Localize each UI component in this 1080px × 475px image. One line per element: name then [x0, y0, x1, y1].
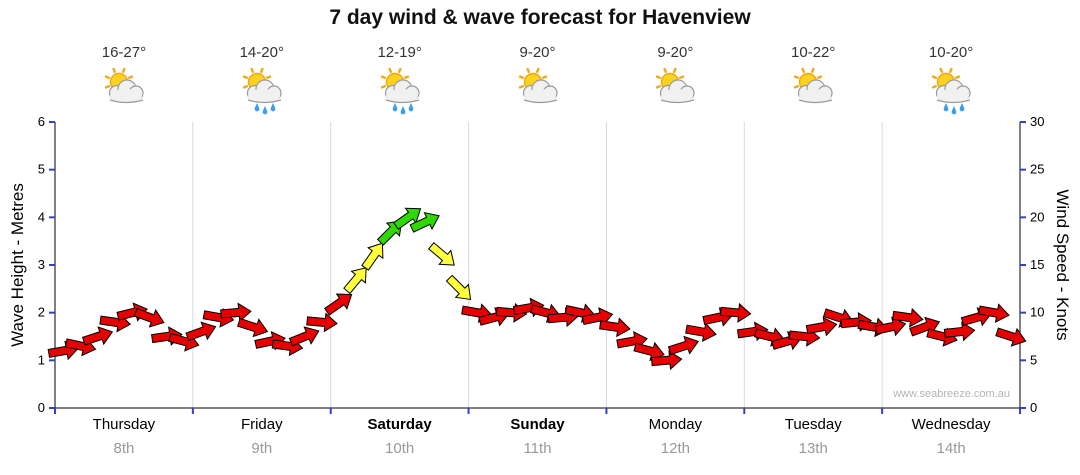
right-tick-label: 30: [1030, 114, 1044, 129]
day-temperature-range: 9-20°: [519, 44, 556, 61]
day-temperature-range: 12-19°: [377, 44, 422, 61]
sun-cloud-icon: [793, 67, 833, 104]
day-name-label: Thursday: [92, 416, 156, 433]
wind-arrow: [343, 267, 367, 295]
right-tick-label: 20: [1030, 209, 1044, 224]
wind-arrow: [599, 317, 631, 338]
weather-icon-cell: [469, 62, 607, 120]
weather-icon-cell: [193, 62, 331, 120]
sun-cloud-icon: [104, 67, 144, 104]
right-tick-label: 0: [1030, 400, 1037, 415]
day-temperature-range: 14-20°: [239, 44, 284, 61]
day-date-label: 10th: [385, 440, 415, 457]
wind-arrow: [324, 293, 353, 316]
weather-icon-cell: [55, 62, 193, 120]
day-name-label: Sunday: [510, 416, 565, 433]
day-date-label: 12th: [660, 440, 690, 457]
day-name-label: Tuesday: [784, 416, 842, 433]
wind-arrow: [392, 207, 422, 230]
weather-icon-cell: [331, 62, 469, 120]
day-name-label: Wednesday: [911, 416, 991, 433]
wind-arrow: [445, 274, 472, 301]
day-dates-row: 8th 9th 10th 11th 12th 13th 14th: [55, 440, 1020, 457]
wind-arrow: [805, 316, 838, 337]
day-name-label: Friday: [240, 416, 283, 433]
sun-cloud-icon: [656, 67, 695, 104]
left-tick-label: 6: [38, 114, 45, 129]
wind-arrow: [376, 220, 403, 246]
wind-arrow: [978, 303, 1010, 323]
day-date-label: 8th: [113, 440, 135, 457]
day-names-row: Thursday Friday Saturday Sunday Monday Tuesda…: [55, 416, 1020, 433]
wind-arrow: [81, 326, 114, 346]
left-tick-label: 5: [38, 162, 45, 177]
wind-arrow: [427, 242, 455, 266]
wind-arrow: [237, 317, 269, 338]
wind-arrow: [133, 307, 165, 328]
wind-arrow: [943, 321, 976, 342]
day-temperature-range: 10-22°: [791, 44, 836, 61]
day-name-label: Saturday: [367, 416, 432, 433]
weather-icon-cell: [606, 62, 744, 120]
wind-arrow: [288, 326, 320, 347]
wind-arrow: [409, 211, 440, 233]
left-tick-label: 0: [38, 400, 45, 415]
right-tick-label: 5: [1030, 352, 1037, 367]
left-tick-label: 1: [38, 352, 45, 367]
wind-arrow: [874, 316, 907, 337]
wind-arrow: [220, 302, 252, 323]
left-tick-label: 3: [38, 257, 45, 272]
day-date-label: 9th: [251, 440, 273, 457]
weather-icon-cell: [882, 62, 1020, 120]
temperature-row: 16-27° 14-20° 12-19° 9-20° 9-20° 10-22° 10-20°: [55, 44, 1020, 61]
day-date-label: 14th: [936, 440, 966, 457]
right-tick-label: 10: [1030, 305, 1044, 320]
left-tick-label: 4: [38, 209, 45, 224]
wind-arrow: [685, 322, 717, 343]
left-tick-label: 2: [38, 305, 45, 320]
weather-icon-cell: [744, 62, 882, 120]
wind-arrow: [719, 302, 752, 323]
right-tick-label: 25: [1030, 162, 1044, 177]
wind-arrow: [892, 307, 924, 328]
weather-icons-row: [55, 62, 1020, 120]
wind-arrow: [361, 242, 384, 271]
watermark: www.seabreeze.com.au: [893, 388, 1010, 400]
wind-arrow: [650, 350, 683, 371]
sun-cloud-rain-icon: [242, 67, 282, 115]
sun-cloud-rain-icon: [931, 67, 971, 115]
sun-cloud-icon: [518, 67, 558, 104]
day-name-label: Monday: [648, 416, 703, 433]
left-axis-label: Wave Height - Metres: [8, 183, 27, 347]
right-tick-label: 15: [1030, 257, 1044, 272]
wind-arrow: [185, 321, 217, 342]
wind-arrow: [306, 312, 338, 333]
wind-arrow: [995, 327, 1027, 347]
day-temperature-range: 16-27°: [101, 44, 147, 61]
day-temperature-range: 9-20°: [657, 44, 694, 61]
day-date-label: 11th: [523, 440, 552, 457]
sun-cloud-rain-icon: [380, 67, 420, 115]
wind-arrow: [667, 335, 700, 356]
day-date-label: 13th: [798, 440, 828, 457]
chart-title: 7 day wind & wave forecast for Havenview: [329, 6, 751, 29]
right-axis-label: Wind Speed - Knots: [1053, 189, 1072, 341]
day-temperature-range: 10-20°: [928, 44, 974, 61]
